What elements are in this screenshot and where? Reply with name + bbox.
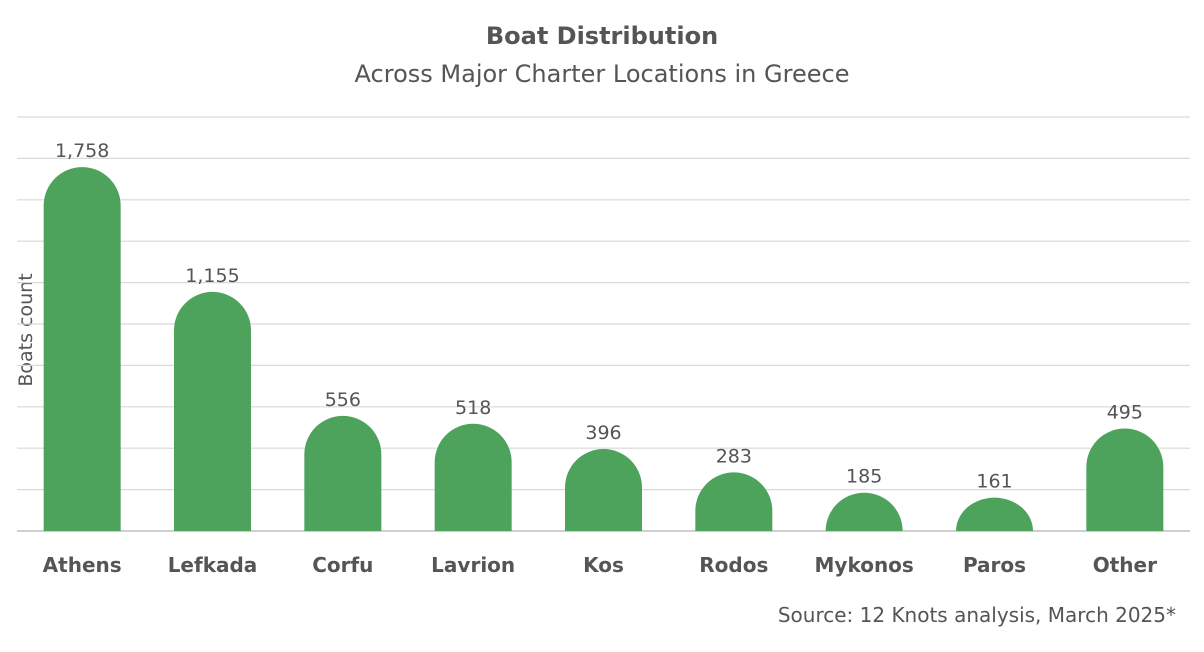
data-label: 495 [1107,402,1143,424]
bar-other [1086,428,1164,531]
bar-rodos [695,472,773,531]
bar-kos [565,449,642,531]
data-label: 518 [455,397,491,419]
bar-mykonos [825,492,903,531]
data-label: 1,155 [185,265,239,287]
bar-paros [956,497,1033,531]
chart-title: Boat Distribution [485,22,719,50]
bar-athens [43,167,121,531]
x-tick-label: Corfu [312,553,373,577]
x-tick-label: Kos [583,553,624,577]
data-label: 161 [976,471,1012,493]
bar-corfu [304,415,382,531]
x-tick-label: Mykonos [815,553,914,577]
data-label: 396 [585,422,621,444]
data-label: 1,758 [55,140,109,162]
x-tick-label: Other [1093,553,1157,577]
x-tick-label: Lefkada [168,553,258,577]
bar-lefkada [174,291,251,531]
source-note: Source: 12 Knots analysis, March 2025* [777,603,1176,627]
data-label: 283 [716,445,752,467]
data-label: 556 [325,389,361,411]
x-tick-label: Paros [963,553,1026,577]
x-tick-label: Lavrion [431,553,515,577]
bar-lavrion [434,423,512,531]
x-tick-label: Athens [43,553,122,577]
x-tick-label: Rodos [699,553,768,577]
data-label: 185 [846,466,882,488]
chart-subtitle: Across Major Charter Locations in Greece [354,60,850,88]
